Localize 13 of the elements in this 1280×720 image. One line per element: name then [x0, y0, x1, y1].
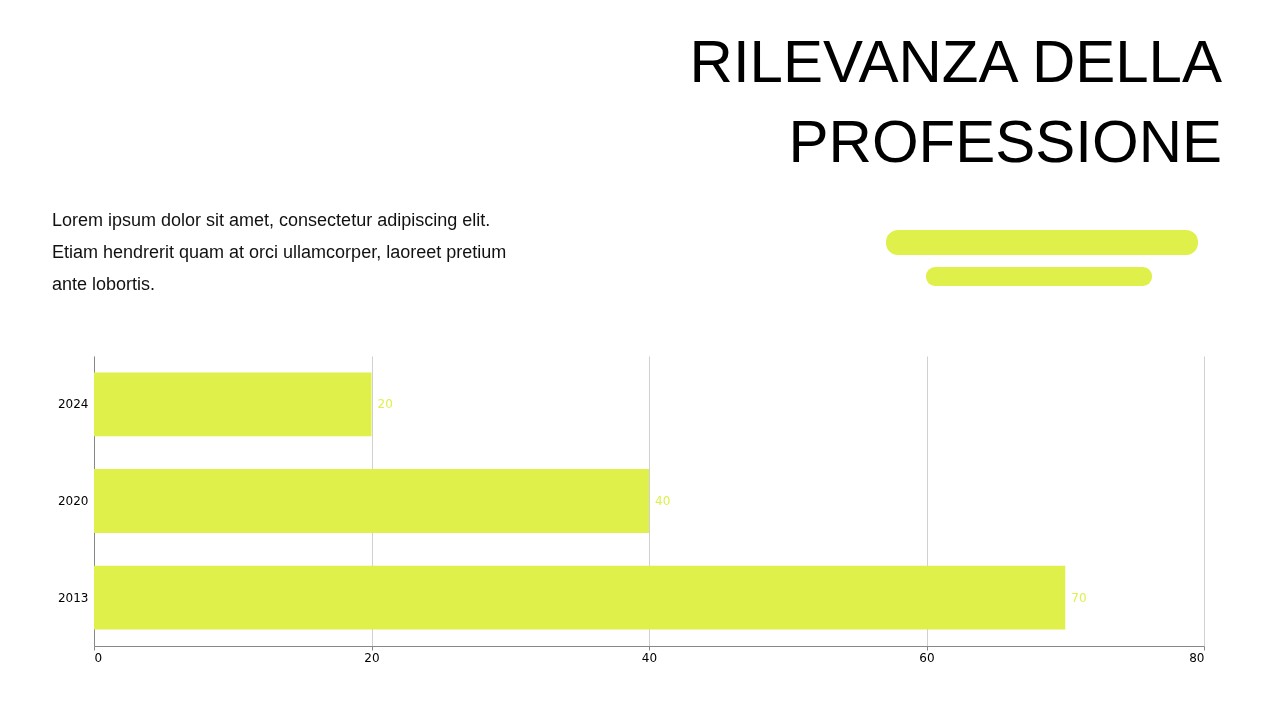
- x-tick-label: 40: [641, 650, 658, 665]
- y-tick-label: 2020: [57, 494, 89, 508]
- x-tick-label: 20: [364, 650, 380, 665]
- x-tick-label: 0: [94, 650, 103, 665]
- y-tick-label: 2013: [57, 590, 89, 605]
- data-label: 20: [377, 397, 393, 412]
- data-label: 70: [1071, 590, 1087, 605]
- data-label: 40: [655, 494, 671, 508]
- chart-title: RILEVANZA DELLA PROFESSIONE: [688, 27, 1222, 177]
- x-tick-label: 80: [1189, 650, 1205, 665]
- x-tick-label: 60: [919, 650, 935, 665]
- y-tick-label: 2024: [57, 397, 89, 412]
- chart-subtitle: Lorem ipsum dolor sit amet, consectetur adipiscing elit. Etiam hendrerit quam at orci ullamcorper, laoreet pretium ante lobortis.: [52, 209, 508, 296]
